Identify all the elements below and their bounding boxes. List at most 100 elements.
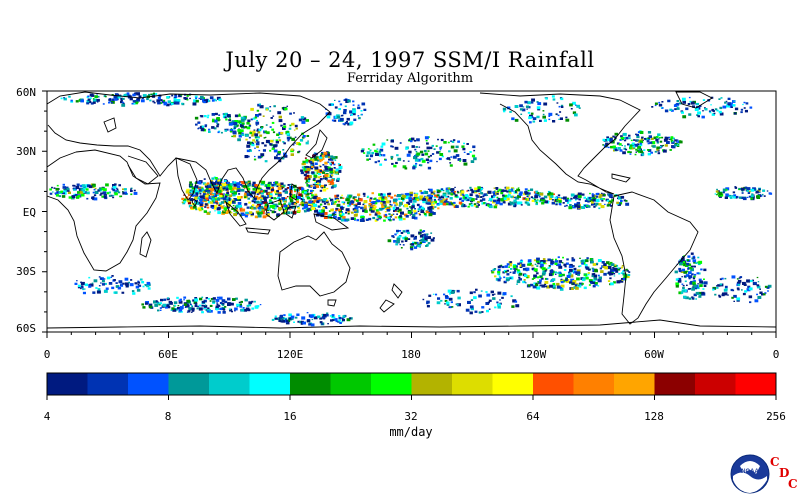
rainfall-pixel <box>274 184 277 187</box>
lon-label-180: 180 <box>401 348 421 361</box>
rainfall-pixel <box>53 187 56 189</box>
rainfall-pixel <box>651 141 656 145</box>
rainfall-pixel <box>687 263 692 267</box>
rainfall-pixel <box>519 261 523 264</box>
rainfall-pixel <box>477 201 480 204</box>
rainfall-pixel <box>308 323 312 326</box>
rainfall-pixel <box>473 203 477 206</box>
rainfall-pixel <box>456 289 460 293</box>
rainfall-pixel <box>655 137 658 139</box>
rainfall-pixel <box>379 154 382 157</box>
rainfall-pixel <box>414 148 417 151</box>
rainfall-pixel <box>284 200 287 203</box>
rainfall-pixel <box>559 117 563 120</box>
rainfall-pixel <box>302 321 306 325</box>
rainfall-pixel <box>318 199 321 202</box>
rainfall-pixel <box>614 136 617 139</box>
rainfall-pixel <box>209 211 211 213</box>
rainfall-pixel <box>542 199 546 202</box>
rainfall-pixel <box>627 150 630 154</box>
rainfall-pixel <box>461 190 465 193</box>
rainfall-pixel <box>121 103 126 107</box>
rainfall-pixel <box>251 142 254 144</box>
rainfall-pixel <box>714 293 717 296</box>
rainfall-pixel <box>697 261 699 263</box>
rainfall-pixel <box>689 288 691 290</box>
rainfall-pixel <box>539 279 542 282</box>
rainfall-pixel <box>215 197 218 199</box>
rainfall-pixel <box>396 232 399 234</box>
rainfall-pixel <box>535 283 539 287</box>
rainfall-pixel <box>86 102 90 105</box>
rainfall-pixel <box>154 92 158 96</box>
rainfall-pixel <box>354 209 357 212</box>
rainfall-pixel <box>386 207 390 211</box>
rainfall-pixel <box>684 264 689 267</box>
rainfall-pixel <box>173 96 177 99</box>
rainfall-pixel <box>82 190 86 193</box>
rainfall-pixel <box>105 183 109 187</box>
rainfall-pixel <box>196 307 199 310</box>
rainfall-pixel <box>248 304 252 307</box>
rainfall-pixel <box>621 278 624 280</box>
rainfall-pixel <box>377 160 380 163</box>
rainfall-pixel <box>276 185 279 188</box>
rainfall-pixel <box>260 127 263 130</box>
rainfall-pixel <box>467 205 470 208</box>
rainfall-pixel <box>422 198 426 201</box>
rainfall-pixel <box>523 274 528 277</box>
rainfall-pixel <box>160 298 164 302</box>
rainfall-pixel <box>244 192 247 195</box>
rainfall-pixel <box>255 142 260 146</box>
rainfall-pixel <box>432 237 435 239</box>
rainfall-pixel <box>275 139 278 142</box>
rainfall-pixel <box>675 285 679 288</box>
rainfall-pixel <box>243 308 247 312</box>
rainfall-pixel <box>499 202 503 206</box>
rainfall-pixel <box>561 273 565 277</box>
rainfall-pixel <box>214 177 218 180</box>
coast-japan <box>305 129 328 159</box>
rainfall-pixel <box>245 134 248 137</box>
rainfall-pixel <box>166 304 170 307</box>
rainfall-pixel <box>310 185 313 187</box>
rainfall-pixel <box>521 108 526 112</box>
rainfall-pixel <box>446 157 451 160</box>
rainfall-pixel <box>533 268 538 272</box>
rainfall-pixel <box>429 159 433 163</box>
rainfall-pixel <box>495 201 500 205</box>
rainfall-pixel <box>188 307 192 310</box>
rainfall-pixel <box>214 193 218 197</box>
rainfall-pixel <box>209 96 214 100</box>
rainfall-pixel <box>421 206 424 209</box>
rainfall-pixel <box>244 298 248 302</box>
rainfall-pixel <box>450 156 453 158</box>
rainfall-pixel <box>690 252 694 255</box>
rainfall-pixel <box>113 95 117 99</box>
rainfall-pixel <box>512 265 517 269</box>
rainfall-pixel <box>587 272 590 274</box>
rainfall-pixel <box>348 203 352 206</box>
rainfall-pixel <box>209 201 214 204</box>
rainfall-pixel <box>440 146 443 148</box>
rainfall-pixel <box>198 127 200 129</box>
rainfall-pixel <box>468 196 472 200</box>
rainfall-pixel <box>358 196 360 198</box>
rainfall-pixel <box>681 263 684 266</box>
rainfall-pixel <box>431 144 434 147</box>
rainfall-pixel <box>526 105 530 108</box>
rainfall-pixel <box>593 274 598 278</box>
rainfall-pixel <box>419 150 424 154</box>
rainfall-pixel <box>523 197 526 200</box>
rainfall-pixel <box>88 284 91 286</box>
rainfall-pixel <box>162 303 167 307</box>
rainfall-pixel <box>258 149 261 152</box>
rainfall-pixel <box>118 184 121 187</box>
rainfall-pixel <box>76 280 78 282</box>
rainfall-pixel <box>296 313 300 316</box>
rainfall-pixel <box>240 116 245 120</box>
rainfall-pixel <box>503 110 506 113</box>
rainfall-pixel <box>661 136 664 139</box>
rainfall-pixel <box>74 282 78 285</box>
rainfall-pixel <box>544 268 548 271</box>
